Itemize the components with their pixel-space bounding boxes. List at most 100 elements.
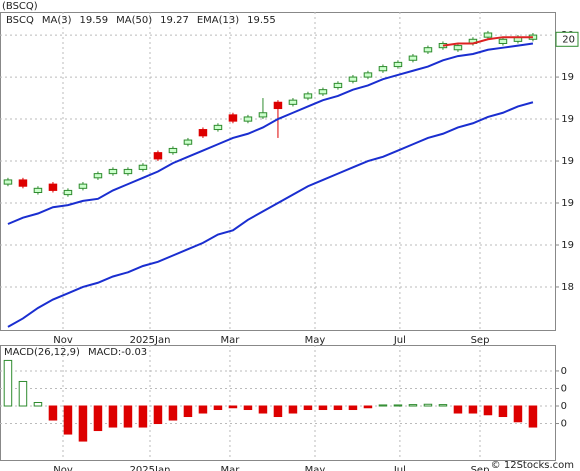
bar [258, 405, 268, 414]
legend-text: 19.27 [160, 15, 189, 26]
y-tick-label: 0 [561, 401, 567, 412]
bar [228, 405, 238, 409]
candle-body [33, 187, 43, 194]
legend-text: MA(50) [116, 15, 152, 26]
y-tick-label: 19 [561, 240, 574, 251]
bar [288, 405, 298, 414]
panel-title: MACD(26,12,9) [4, 347, 80, 358]
candle-body [243, 116, 253, 122]
bar [498, 405, 508, 418]
x-tick-label: 2025Jan [130, 465, 171, 471]
candle-body [138, 164, 148, 170]
bar [153, 405, 163, 425]
x-tick-label: Jul [393, 335, 406, 346]
y-tick-label: 18 [561, 282, 574, 293]
bar [18, 380, 28, 407]
bar [453, 405, 463, 414]
candle-body [288, 99, 298, 105]
x-tick-label: Jul [393, 465, 406, 471]
bar [123, 405, 133, 428]
candle-body [363, 72, 373, 78]
bar [483, 405, 493, 416]
bar [393, 404, 403, 407]
candle-body [423, 47, 433, 53]
chart-title: (BSCQ) [2, 1, 38, 12]
candle-body [123, 168, 133, 175]
candle-body [48, 183, 58, 191]
candle-body [453, 45, 463, 51]
candle-body [273, 101, 283, 110]
bar [48, 405, 58, 421]
legend-text: MA(3) [42, 15, 72, 26]
line-series [7, 101, 534, 328]
bar [213, 405, 223, 411]
bar [183, 405, 193, 418]
candle-body [258, 112, 268, 118]
legend-text: EMA(13) [197, 15, 239, 26]
bar [3, 359, 13, 407]
x-tick-label: Mar [221, 335, 241, 346]
candle-body [408, 55, 418, 61]
watermark: © 12Stocks.com [491, 460, 574, 471]
legend-text: BSCQ [6, 15, 34, 26]
y-tick-label: 0 [561, 383, 567, 394]
candle-body [3, 179, 13, 185]
bar [513, 405, 523, 423]
x-tick-label: 2025Jan [130, 335, 171, 346]
bar [33, 402, 43, 407]
y-tick-label: 19 [561, 198, 574, 209]
bar [468, 405, 478, 414]
line-series [442, 36, 533, 47]
x-tick-label: Sep [471, 335, 490, 346]
panel-subtitle: MACD:-0.03 [88, 347, 147, 358]
x-tick-label: Mar [221, 465, 241, 471]
candle-body [78, 183, 88, 189]
legend-text: 19.55 [247, 15, 276, 26]
candle-body [303, 93, 313, 99]
bar [408, 404, 418, 407]
macd-panel [0, 345, 556, 461]
bar [243, 405, 253, 411]
bar [303, 405, 313, 411]
candle-body [228, 114, 238, 122]
x-tick-label: Sep [471, 465, 490, 471]
bar [423, 403, 433, 407]
bar [348, 405, 358, 411]
bar [198, 405, 208, 414]
legend-text: 19.59 [80, 15, 109, 26]
price-tag [555, 31, 579, 47]
candle-body [483, 32, 493, 38]
candle-body [333, 82, 343, 89]
candle-body [63, 189, 73, 196]
candle-body [198, 129, 208, 137]
bar [528, 405, 538, 428]
y-tick-label: 19 [561, 114, 574, 125]
price-panel [0, 12, 556, 331]
y-tick-label: 0 [561, 366, 567, 377]
candle-body [378, 66, 388, 72]
candle-body [93, 173, 103, 179]
bar [108, 405, 118, 428]
bar [273, 405, 283, 418]
candle-body [393, 61, 403, 68]
bar [333, 405, 343, 411]
candle-body [153, 152, 163, 160]
bar [63, 405, 73, 435]
candle-body [168, 147, 178, 154]
candle-body [498, 38, 508, 44]
y-tick-label: 19 [561, 72, 574, 83]
price-tag-label: 20 [562, 34, 575, 45]
y-tick-label: 19 [561, 156, 574, 167]
bar [93, 405, 103, 432]
candle-body [348, 76, 358, 82]
bar [168, 405, 178, 421]
candle-body [18, 179, 28, 187]
bar [438, 404, 448, 407]
bar [363, 405, 373, 409]
bar [378, 404, 388, 407]
candle-body [213, 124, 223, 131]
bar [318, 405, 328, 411]
bar [78, 405, 88, 442]
x-tick-label: May [305, 465, 326, 471]
